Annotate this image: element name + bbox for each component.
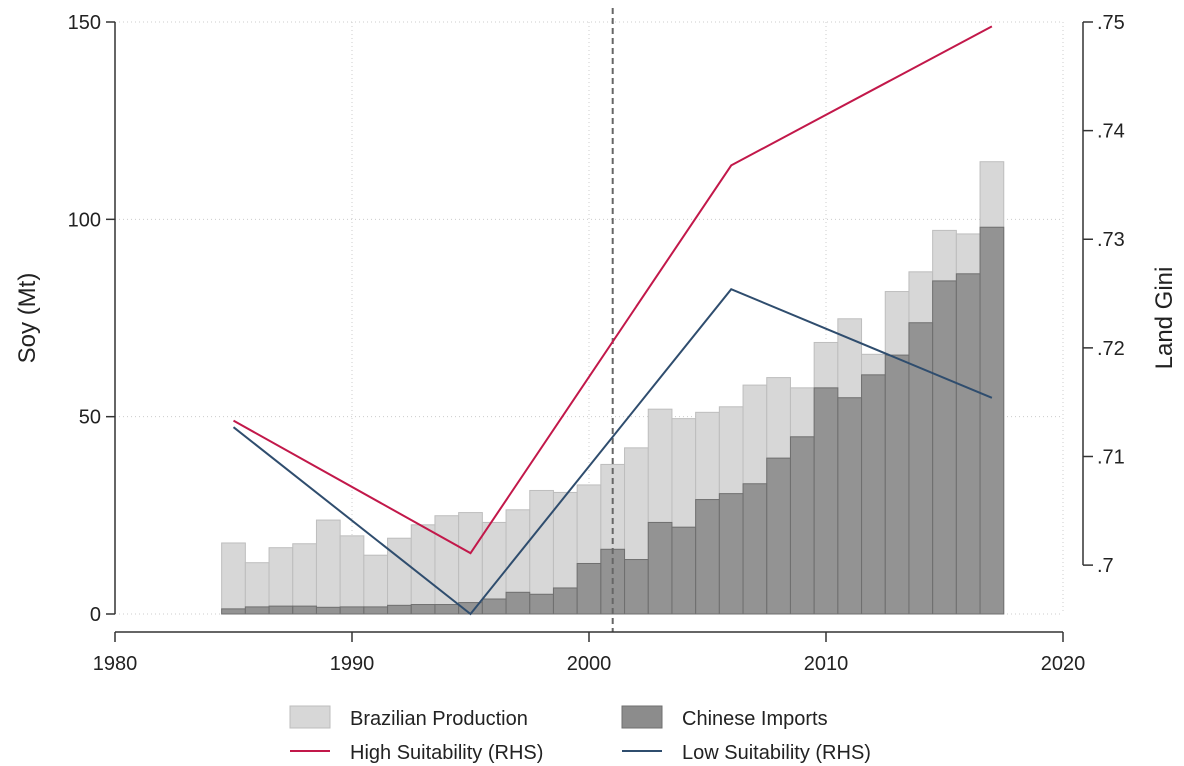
bar-chinese-imports — [481, 598, 507, 615]
line-high-suitability — [233, 25, 993, 555]
bar-brazilian-production — [292, 543, 317, 615]
bar-chinese-imports — [647, 521, 673, 615]
bar-chinese-imports — [955, 273, 981, 615]
bar-chinese-imports — [221, 608, 246, 615]
y2-tick-label: .72 — [1097, 338, 1125, 360]
bar-chinese-imports — [766, 457, 791, 615]
bar-brazilian-production — [315, 519, 341, 615]
bar-chinese-imports — [695, 499, 720, 615]
y-tick-label: 150 — [68, 12, 101, 34]
y-tick-label: 0 — [90, 604, 101, 626]
bar-chinese-imports — [268, 605, 294, 615]
bar-brazilian-production — [221, 542, 246, 615]
bar-chinese-imports — [671, 526, 697, 615]
legend-label: Brazilian Production — [350, 708, 528, 730]
bar-brazilian-production — [244, 562, 270, 615]
bar-chinese-imports — [505, 591, 531, 615]
x-tick-label: 1980 — [93, 653, 138, 675]
bar-chinese-imports — [529, 593, 554, 615]
bar-chinese-imports — [434, 604, 460, 615]
bar-chinese-imports — [718, 493, 744, 615]
bar-chinese-imports — [552, 587, 578, 615]
legend-label: Chinese Imports — [682, 708, 828, 730]
tick-labels: 0 50 100 150 1980 1990 2000 2010 2020 .7 .71 .72 .73… — [68, 12, 1125, 675]
x-tick-label: 2010 — [804, 653, 849, 675]
bar-chinese-imports — [884, 354, 910, 615]
bar-chinese-imports — [932, 280, 957, 615]
bar-chinese-imports — [387, 604, 412, 615]
y2-tick-label: .7 — [1097, 555, 1114, 577]
bar-chinese-imports — [789, 436, 815, 615]
bar-chinese-imports — [861, 374, 886, 615]
bar-brazilian-production — [387, 537, 412, 615]
y-axis-label: Soy (Mt) — [14, 273, 41, 364]
bar-chinese-imports — [908, 322, 934, 615]
y-tick-label: 100 — [68, 209, 101, 231]
x-tick-label: 1990 — [330, 653, 375, 675]
axes — [106, 21, 1093, 642]
y2-axis-label: Land Gini — [1151, 267, 1178, 370]
legend-swatch — [621, 705, 663, 729]
bar-chinese-imports — [813, 387, 839, 615]
y-tick-label: 50 — [79, 407, 101, 429]
bar-chinese-imports — [363, 606, 389, 615]
legend-swatch — [289, 705, 331, 729]
bar-chinese-imports — [410, 604, 436, 615]
bar-chinese-imports — [837, 397, 863, 615]
bar-chinese-imports — [339, 606, 365, 615]
y2-tick-label: .74 — [1097, 121, 1125, 143]
bar-chinese-imports — [292, 605, 317, 615]
bar-brazilian-production — [339, 535, 365, 615]
bar-brazilian-production — [268, 547, 294, 615]
bar-chinese-imports — [742, 483, 768, 615]
bar-chinese-imports — [979, 226, 1005, 615]
legend-label: Low Suitability (RHS) — [682, 742, 871, 764]
y2-tick-label: .73 — [1097, 229, 1125, 251]
y2-tick-label: .71 — [1097, 446, 1125, 468]
y2-tick-label: .75 — [1097, 12, 1125, 34]
legend-label: High Suitability (RHS) — [350, 742, 543, 764]
bar-chinese-imports — [244, 606, 270, 615]
x-tick-label: 2020 — [1041, 653, 1086, 675]
legend: Brazilian Production Chinese Imports High … — [289, 705, 871, 764]
x-tick-label: 2000 — [567, 653, 612, 675]
line-low-suitability — [232, 288, 993, 616]
bar-chinese-imports — [315, 606, 341, 615]
bar-brazilian-production — [363, 554, 389, 615]
bar-marks — [221, 161, 1005, 615]
bar-brazilian-production — [434, 515, 460, 615]
bar-chinese-imports — [576, 562, 602, 615]
bar-brazilian-production — [458, 512, 483, 615]
bar-chinese-imports — [624, 559, 649, 615]
line-marks — [232, 25, 993, 616]
